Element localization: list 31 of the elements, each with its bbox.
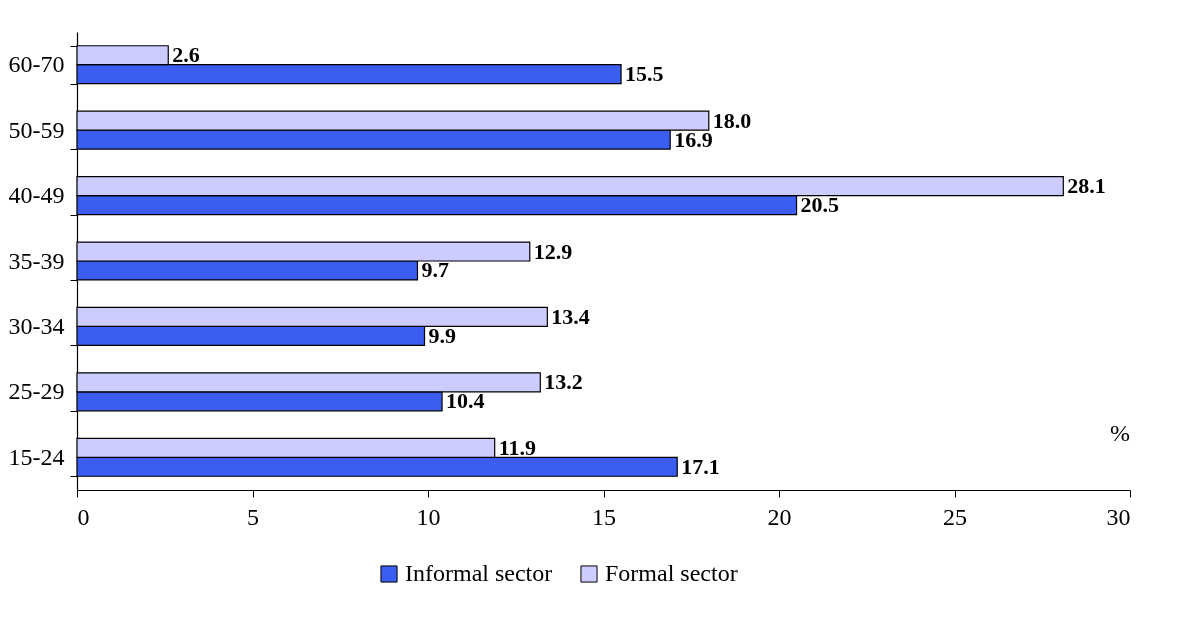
y-tick-label: 15-24	[8, 443, 65, 470]
data-label: 2.6	[172, 42, 200, 68]
data-label: 20.5	[800, 192, 840, 218]
data-label: 10.4	[446, 388, 485, 414]
x-tick-label: 0	[77, 503, 90, 530]
data-label: 9.7	[421, 257, 449, 283]
x-tick-label: 15	[592, 503, 616, 530]
data-label: 13.4	[551, 303, 590, 329]
data-label: 17.1	[681, 453, 720, 479]
data-label: 9.9	[428, 322, 456, 348]
legend-label: Formal sector	[605, 560, 738, 586]
data-label: 11.9	[498, 434, 536, 460]
y-tick-label: 35-39	[8, 247, 65, 274]
data-label: 16.9	[674, 126, 713, 152]
data-label: 15.5	[625, 61, 664, 87]
y-tick-label: 50-59	[8, 116, 65, 143]
y-tick-label: 60-70	[8, 51, 65, 78]
y-tick-label: 25-29	[8, 378, 65, 405]
data-label: 12.9	[533, 238, 573, 264]
data-label: 13.2	[544, 369, 583, 395]
legend-label: Informal sector	[405, 560, 553, 586]
x-tick-label: 5	[247, 503, 259, 530]
data-label: 28.1	[1067, 173, 1106, 199]
x-tick-label: 30	[1106, 503, 1131, 530]
y-tick-label: 30-34	[8, 312, 65, 339]
annotation: %	[1110, 419, 1130, 446]
x-tick-label: 10	[416, 503, 441, 530]
x-tick-label: 20	[767, 503, 792, 530]
y-tick-label: 40-49	[8, 182, 65, 209]
x-tick-label: 25	[943, 503, 967, 530]
data-label: 18.0	[712, 107, 752, 133]
